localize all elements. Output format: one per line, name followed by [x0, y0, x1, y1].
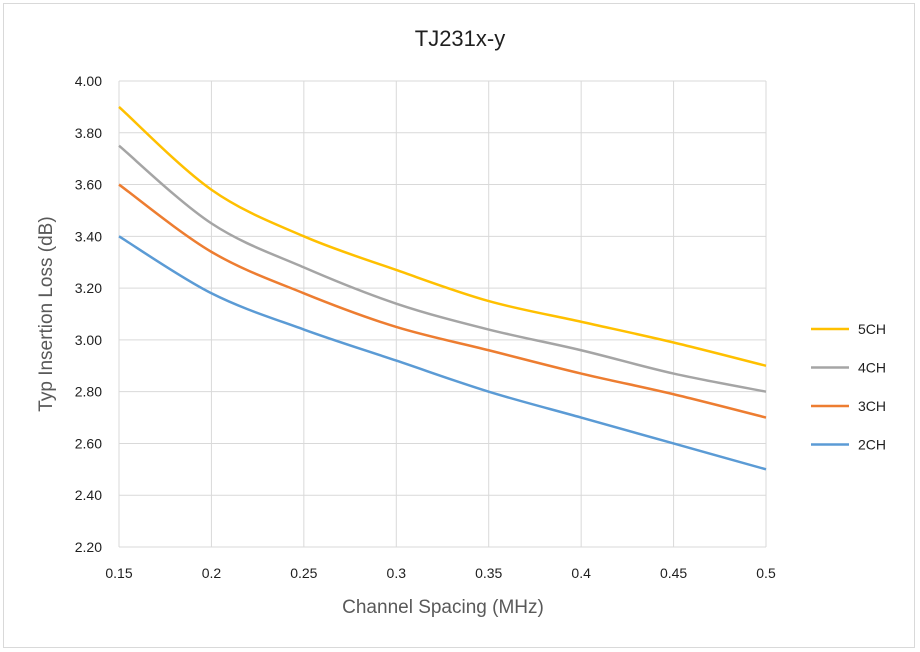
series-line-5ch: [118, 105, 767, 367]
x-tick-label: 0.15: [105, 565, 132, 581]
series-line-2ch: [118, 235, 767, 471]
y-tick-label: 2.80: [75, 384, 102, 400]
y-tick-label: 2.20: [75, 539, 102, 555]
x-tick-label: 0.3: [387, 565, 407, 581]
legend: 5CH 4CH 3CH 2CH: [811, 321, 886, 453]
y-axis-ticks: 2.20 2.40 2.60 2.80 3.00 3.20 3.40 3.60 3.80 4.00: [75, 73, 102, 555]
y-tick-label: 2.60: [75, 435, 102, 451]
series-lines: [118, 105, 767, 471]
series-line-4ch: [118, 144, 767, 393]
y-axis-title: Typ Insertion Loss (dB): [36, 216, 57, 411]
chart-area: [3, 3, 915, 648]
x-axis-title: Channel Spacing (MHz): [342, 597, 544, 618]
x-tick-label: 0.5: [756, 565, 776, 581]
series-line-3ch: [118, 183, 767, 419]
x-tick-label: 0.35: [475, 565, 502, 581]
y-tick-label: 3.20: [75, 280, 102, 296]
x-tick-label: 0.4: [571, 565, 591, 581]
legend-label-2ch: 2CH: [858, 437, 886, 453]
y-tick-label: 3.40: [75, 228, 102, 244]
x-tick-label: 0.45: [660, 565, 687, 581]
x-tick-label: 0.25: [290, 565, 317, 581]
gridlines: [118, 80, 767, 548]
legend-label-4ch: 4CH: [858, 360, 886, 376]
y-tick-label: 3.00: [75, 332, 102, 348]
chart-title: TJ231x-y: [415, 26, 505, 51]
y-tick-label: 2.40: [75, 487, 102, 503]
y-tick-label: 3.80: [75, 125, 102, 141]
legend-label-3ch: 3CH: [858, 398, 886, 414]
legend-label-5ch: 5CH: [858, 321, 886, 337]
x-tick-label: 0.2: [202, 565, 222, 581]
y-tick-label: 3.60: [75, 177, 102, 193]
x-axis-ticks: 0.15 0.2 0.25 0.3 0.35 0.4 0.45 0.5: [105, 565, 776, 581]
y-tick-label: 4.00: [75, 73, 102, 89]
